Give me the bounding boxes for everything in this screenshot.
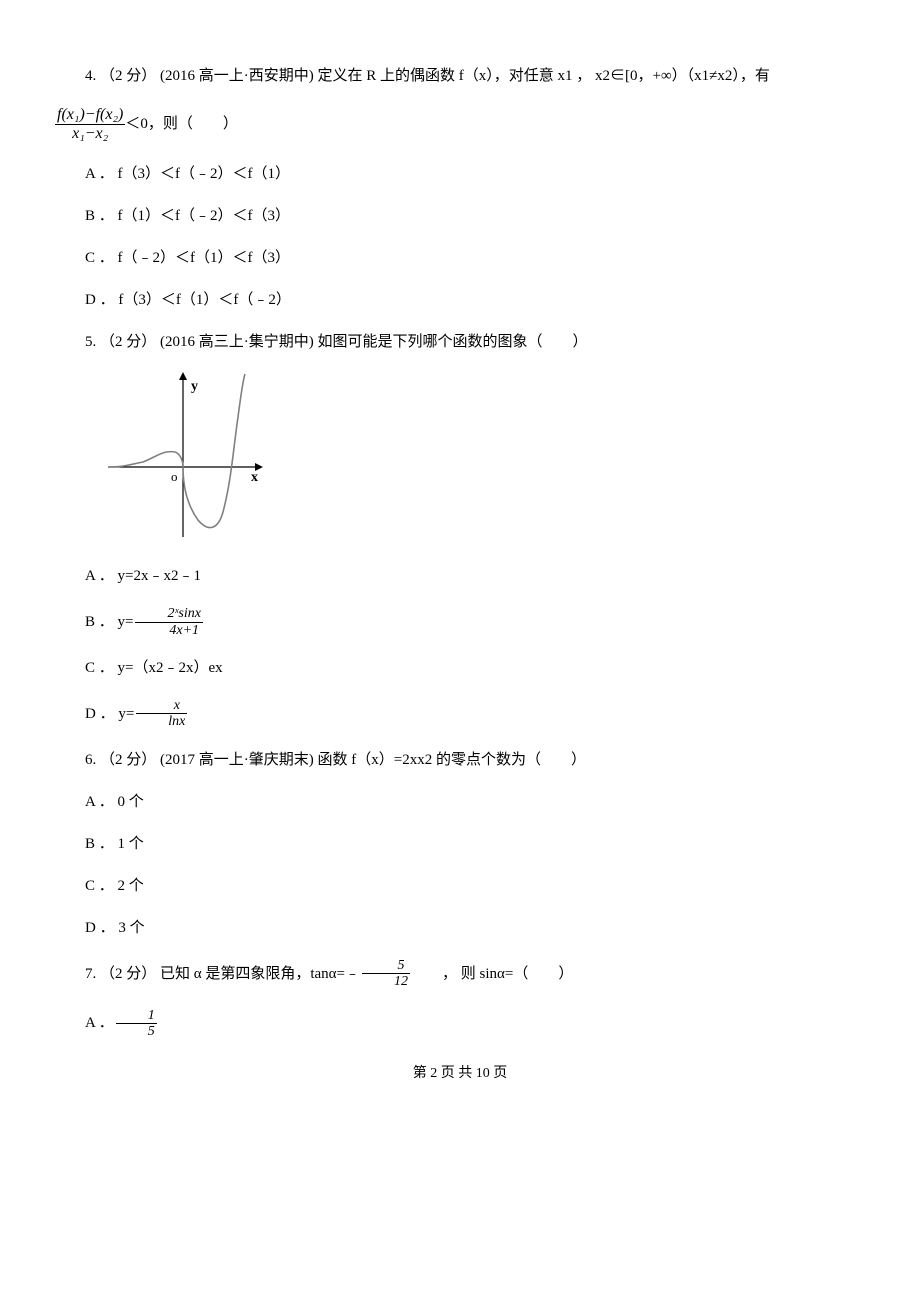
q5-b-pre: B ． y=	[55, 610, 133, 634]
q7-a-pre: A ．	[55, 1011, 114, 1035]
q5-option-d: D ． y= x lnx	[55, 698, 865, 730]
q5-option-c: C ． y=（x2﹣2x）ex	[55, 656, 865, 680]
q6-option-b: B ． 1 个	[55, 832, 865, 856]
q5-b-num: 2ˣsinx	[135, 606, 203, 622]
q6-option-d: D ． 3 个	[55, 916, 865, 940]
q5-d-den: lnx	[136, 714, 187, 729]
q7-a-num: 1	[116, 1008, 157, 1024]
q5-graph: y x o	[103, 372, 865, 550]
q7-pre: 7. （2 分） 已知 α 是第四象限角，tanα=﹣	[55, 962, 360, 986]
q7-option-a: A ． 1 5	[55, 1008, 865, 1040]
q5-d-frac: x lnx	[136, 698, 187, 730]
q4-frac-den: x₁−x₂	[55, 125, 125, 143]
q5-b-frac: 2ˣsinx 4x+1	[135, 606, 203, 638]
q4-fraction: f(x₁)−f(x₂) x₁−x₂	[55, 106, 125, 142]
q6-stem: 6. （2 分） (2017 高一上·肇庆期末) 函数 f（x）=2xx2 的零…	[55, 748, 865, 772]
q4-frac-num: f(x₁)−f(x₂)	[55, 106, 125, 125]
page-footer: 第 2 页 共 10 页	[55, 1063, 865, 1085]
q5-option-b: B ． y= 2ˣsinx 4x+1	[55, 606, 865, 638]
q4-option-b: B ． f（1）＜f（﹣2）＜f（3）	[55, 204, 865, 228]
q5-graph-svg: y x o	[103, 372, 263, 542]
q4-stem-line2: f(x₁)−f(x₂) x₁−x₂ ＜0，则（ ）	[55, 106, 865, 142]
q6-option-c: C ． 2 个	[55, 874, 865, 898]
svg-text:y: y	[191, 379, 198, 394]
q5-option-a: A ． y=2x﹣x2﹣1	[55, 564, 865, 588]
q4-option-c: C ． f（﹣2）＜f（1）＜f（3）	[55, 246, 865, 270]
q5-d-num: x	[136, 698, 187, 714]
q7-after: ， 则 sinα=（ ）	[412, 962, 573, 986]
q7-stem: 7. （2 分） 已知 α 是第四象限角，tanα=﹣ 5 12 ， 则 sin…	[55, 958, 865, 990]
svg-text:o: o	[171, 469, 178, 484]
svg-text:x: x	[251, 470, 258, 485]
q7-frac: 5 12	[362, 958, 410, 990]
q5-stem: 5. （2 分） (2016 高三上·集宁期中) 如图可能是下列哪个函数的图象（…	[55, 330, 865, 354]
q5-d-pre: D ． y=	[55, 702, 134, 726]
q7-a-frac: 1 5	[116, 1008, 157, 1040]
q5-b-den: 4x+1	[135, 623, 203, 638]
q4-option-a: A ． f（3）＜f（﹣2）＜f（1）	[55, 162, 865, 186]
q7-a-den: 5	[116, 1024, 157, 1039]
q4-after-frac: ＜0，则（ ）	[125, 112, 238, 136]
q7-frac-den: 12	[362, 974, 410, 989]
q4-stem-line1: 4. （2 分） (2016 高一上·西安期中) 定义在 R 上的偶函数 f（x…	[55, 64, 865, 88]
q6-option-a: A ． 0 个	[55, 790, 865, 814]
q4-option-d: D ． f（3）＜f（1）＜f（﹣2）	[55, 288, 865, 312]
q7-frac-num: 5	[362, 958, 410, 974]
